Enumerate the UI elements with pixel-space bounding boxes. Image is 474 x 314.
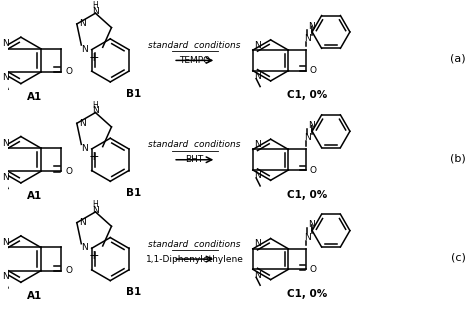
- Text: standard  conditions: standard conditions: [148, 140, 241, 149]
- Text: N: N: [92, 7, 99, 16]
- Text: N: N: [304, 133, 311, 142]
- Text: N: N: [80, 119, 86, 128]
- Text: N: N: [308, 121, 315, 130]
- Text: O: O: [310, 165, 317, 175]
- Text: standard  conditions: standard conditions: [148, 240, 241, 249]
- Text: N: N: [2, 39, 9, 48]
- Text: N: N: [81, 45, 88, 53]
- Text: +: +: [89, 51, 99, 64]
- Text: N: N: [80, 19, 86, 29]
- Text: H: H: [92, 101, 98, 110]
- Text: B1: B1: [126, 89, 141, 99]
- Text: C1, 0%: C1, 0%: [287, 289, 328, 299]
- Text: N: N: [2, 272, 9, 281]
- Text: B1: B1: [126, 287, 141, 297]
- Text: O: O: [66, 266, 73, 275]
- Text: C1, 0%: C1, 0%: [287, 190, 328, 199]
- Text: +: +: [89, 249, 99, 262]
- Text: 1,1-Diphenylethylene: 1,1-Diphenylethylene: [146, 255, 244, 263]
- Text: O: O: [310, 66, 317, 75]
- Text: N: N: [255, 271, 261, 280]
- Text: N: N: [255, 41, 261, 50]
- Text: N: N: [92, 206, 99, 215]
- Text: (b): (b): [450, 153, 466, 163]
- Text: O: O: [66, 167, 73, 176]
- Text: N: N: [92, 106, 99, 116]
- Text: N: N: [2, 238, 9, 247]
- Text: A1: A1: [27, 290, 42, 300]
- Text: N: N: [81, 144, 88, 153]
- Text: H: H: [92, 2, 98, 10]
- Text: N: N: [255, 171, 261, 181]
- Text: A1: A1: [27, 92, 42, 102]
- Text: (a): (a): [450, 54, 466, 64]
- Text: +: +: [89, 150, 99, 163]
- Text: N: N: [308, 22, 315, 31]
- Text: N: N: [304, 233, 311, 242]
- Text: B1: B1: [126, 188, 141, 198]
- Text: N: N: [255, 72, 261, 81]
- Text: N: N: [2, 73, 9, 83]
- Text: (c): (c): [451, 252, 465, 263]
- Text: N: N: [304, 34, 311, 43]
- Text: N: N: [2, 139, 9, 148]
- Text: O: O: [66, 68, 73, 77]
- Text: N: N: [255, 140, 261, 149]
- Text: N: N: [80, 218, 86, 227]
- Text: BHT: BHT: [186, 155, 204, 164]
- Text: N: N: [81, 243, 88, 252]
- Text: standard  conditions: standard conditions: [148, 41, 241, 50]
- Text: N: N: [308, 220, 315, 230]
- Text: O: O: [310, 265, 317, 274]
- Text: N: N: [2, 173, 9, 182]
- Text: N: N: [255, 239, 261, 248]
- Text: A1: A1: [27, 191, 42, 201]
- Text: H: H: [92, 200, 98, 209]
- Text: C1, 0%: C1, 0%: [287, 90, 328, 100]
- Text: TEMPO: TEMPO: [179, 56, 210, 65]
